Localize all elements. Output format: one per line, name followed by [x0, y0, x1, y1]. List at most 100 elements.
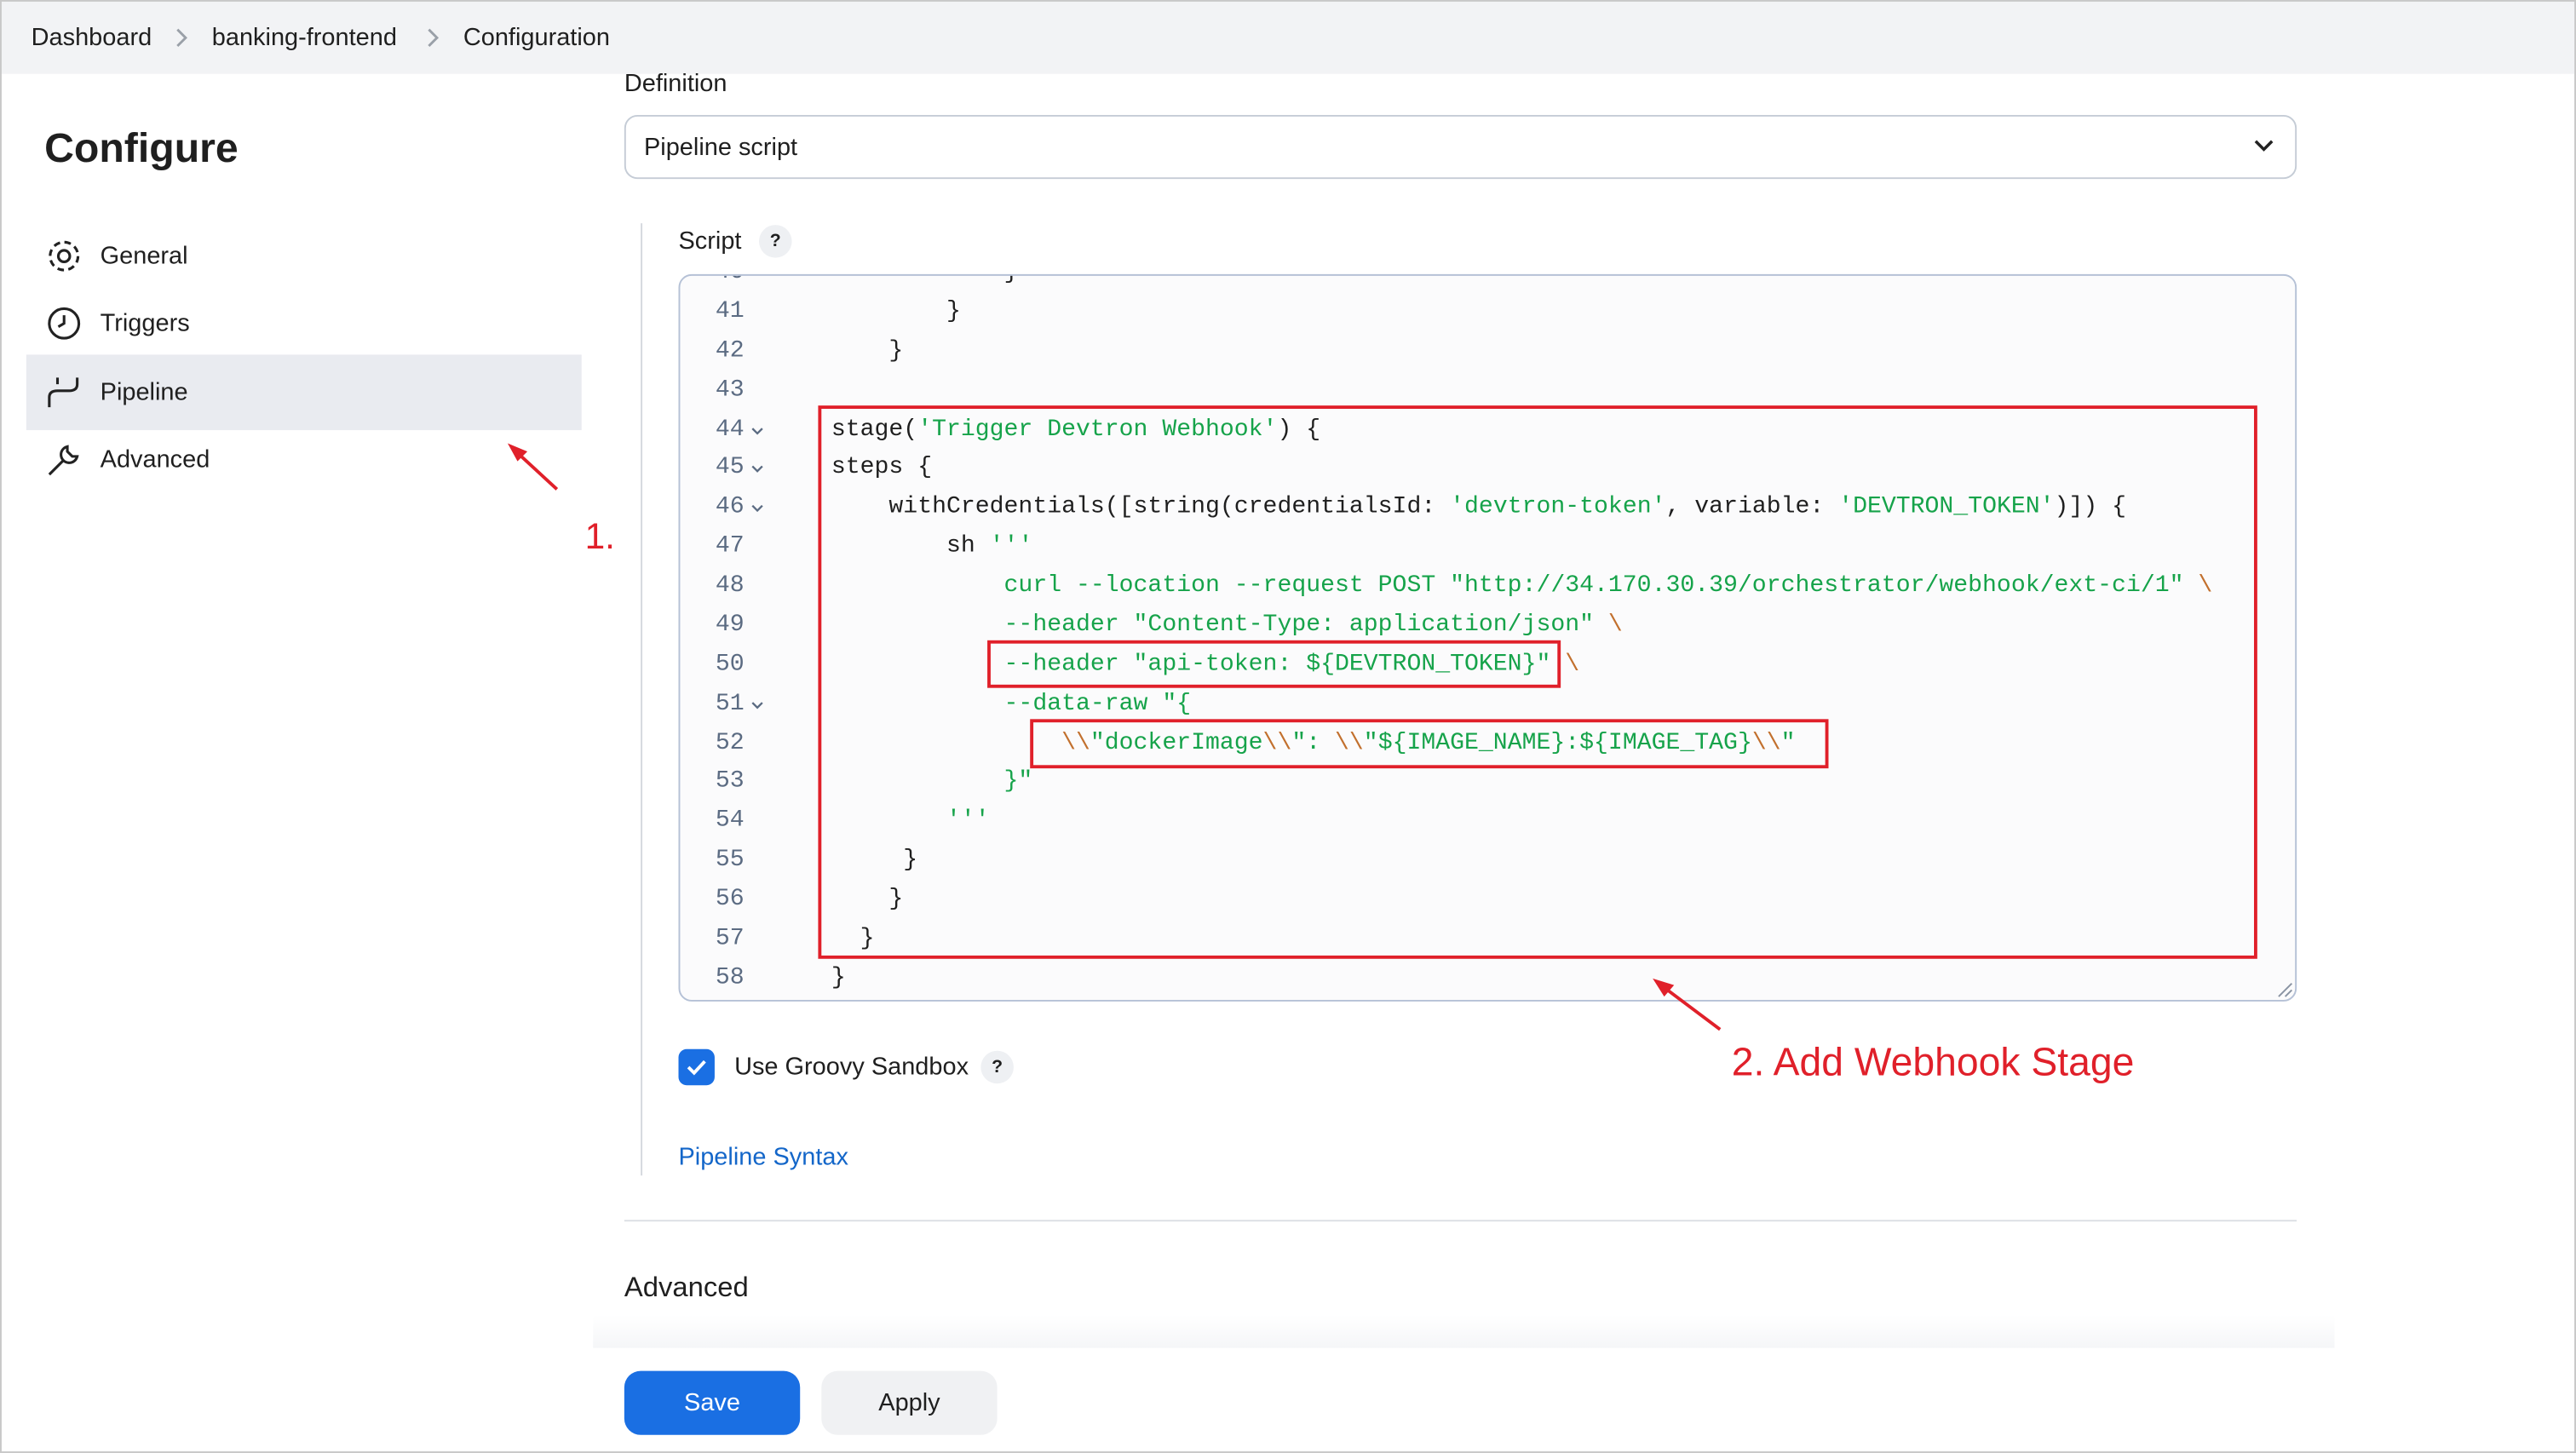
breadcrumb[interactable]: Configuration [463, 23, 610, 52]
line-number: 50 [715, 651, 745, 678]
section-rule [641, 223, 643, 1176]
line-number: 45 [715, 455, 745, 482]
select-value: Pipeline script [643, 134, 798, 162]
save-button[interactable]: Save [624, 1370, 801, 1435]
token: \\ [1751, 729, 1781, 756]
line-number: 46 [715, 494, 745, 521]
token: --header "api-token: ${DEVTRON_TOKEN}" [831, 651, 1566, 678]
breadcrumb[interactable]: Dashboard [31, 23, 152, 52]
code-line: 56 } [680, 880, 2295, 919]
code-text: \\"dockerImage\\": \\"${IMAGE_NAME}:${IM… [831, 723, 1796, 762]
sidebar-title: Configure [44, 125, 239, 172]
help-button[interactable]: ? [980, 1050, 1014, 1084]
gear-icon [49, 240, 80, 272]
code-text: } [831, 331, 903, 370]
apply-button[interactable]: Apply [821, 1370, 998, 1435]
fold-toggle[interactable] [749, 449, 765, 488]
code-text: } [831, 880, 903, 919]
code-line: 46 withCredentials([string(credentialsId… [680, 488, 2295, 527]
field-label: Definition [624, 69, 727, 98]
annotation: 2. Add Webhook Stage [1731, 1041, 2135, 1086]
code-text: stage('Trigger Devtron Webhook') { [831, 410, 1320, 449]
code-line: 58} [680, 958, 2295, 997]
code-line: 41 } [680, 292, 2295, 331]
nav-item[interactable]: Pipeline [100, 378, 188, 407]
bar-shadow [593, 1315, 2335, 1348]
line-number: 42 [715, 337, 745, 365]
code-text: } [831, 958, 846, 997]
breadcrumb[interactable]: banking-frontend [211, 23, 397, 52]
code-text: } [831, 919, 875, 958]
token: 'Trigger Devtron Webhook' [917, 416, 1278, 443]
code-line: 51 --data-raw "{ [680, 684, 2295, 723]
active-item-bg [26, 354, 582, 431]
token: \\ [1335, 729, 1364, 756]
fold-toggle[interactable] [749, 684, 765, 723]
code-line: 57 } [680, 919, 2295, 958]
token: }" [831, 768, 1033, 795]
token: \ [1565, 651, 1580, 678]
nav-item[interactable]: General [100, 242, 188, 271]
token: ''' [989, 533, 1033, 560]
breadcrumb-bar: Dashboard banking-frontend Configuration [1, 1, 2575, 74]
token: , variable: [1665, 494, 1839, 521]
token: withCredentials([string(credentialsId: [831, 494, 1451, 521]
highlight-box [818, 405, 2257, 959]
token: \ [1607, 612, 1623, 639]
line-number: 41 [715, 298, 745, 325]
line-number: 51 [715, 690, 745, 717]
line-number: 43 [715, 376, 745, 404]
code-line: 50 --header "api-token: ${DEVTRON_TOKEN}… [680, 645, 2295, 684]
token: } [831, 887, 904, 913]
check-mark [687, 1060, 706, 1076]
code-line: 49 --header "Content-Type: application/j… [680, 606, 2295, 645]
code-line: 42 } [680, 331, 2295, 370]
fold-toggle[interactable] [749, 488, 765, 527]
code-text: } [831, 292, 961, 331]
link[interactable]: Pipeline Syntax [678, 1143, 848, 1172]
code-text: --header "Content-Type: application/json… [831, 606, 1623, 645]
code-text: sh ''' [831, 527, 1032, 566]
token: } [831, 337, 904, 365]
token: 'devtron-token' [1450, 494, 1666, 521]
help-button[interactable]: ? [758, 225, 792, 258]
code-line: 47 sh ''' [680, 527, 2295, 566]
code-line: 45 steps { [680, 449, 2295, 488]
checkbox-label: Use Groovy Sandbox [734, 1053, 969, 1082]
token: } [831, 847, 918, 874]
token: \ [2198, 572, 2213, 600]
code-line: 40 } [680, 276, 2295, 292]
nav-item[interactable]: Triggers [100, 309, 190, 338]
token: 'DEVTRON_TOKEN' [1838, 494, 2055, 521]
line-number: 40 [680, 276, 745, 292]
token: } [831, 298, 961, 325]
line-number: 54 [715, 808, 745, 835]
code-text: withCredentials([string(credentialsId: '… [831, 488, 2126, 527]
code-text: } [831, 276, 1019, 292]
highlight-box [987, 640, 1561, 688]
nav-item[interactable]: Advanced [100, 445, 210, 474]
token: } [831, 965, 846, 991]
token: stage( [831, 416, 918, 443]
line-number: 55 [715, 847, 745, 874]
token: \\ [1061, 729, 1090, 756]
line-number: 47 [715, 533, 745, 560]
field-label: Script [678, 227, 742, 256]
fold-toggle[interactable] [749, 410, 765, 449]
line-number: 57 [715, 926, 745, 952]
token: ": [1291, 729, 1336, 756]
checkbox[interactable] [678, 1048, 715, 1086]
code-line: 48 curl --location --request POST "http:… [680, 566, 2295, 606]
chevron [176, 28, 187, 47]
section-heading: Advanced [624, 1271, 749, 1303]
annotation: 1. [584, 515, 615, 557]
token: " [1780, 729, 1796, 756]
select[interactable]: Pipeline script [624, 114, 2297, 180]
code-line: 52 \\"dockerImage\\": \\"${IMAGE_NAME}:$… [680, 723, 2295, 762]
code-text: ''' [831, 801, 990, 841]
code-line: 54 ''' [680, 801, 2295, 841]
token: --header "Content-Type: application/json… [831, 612, 1608, 639]
